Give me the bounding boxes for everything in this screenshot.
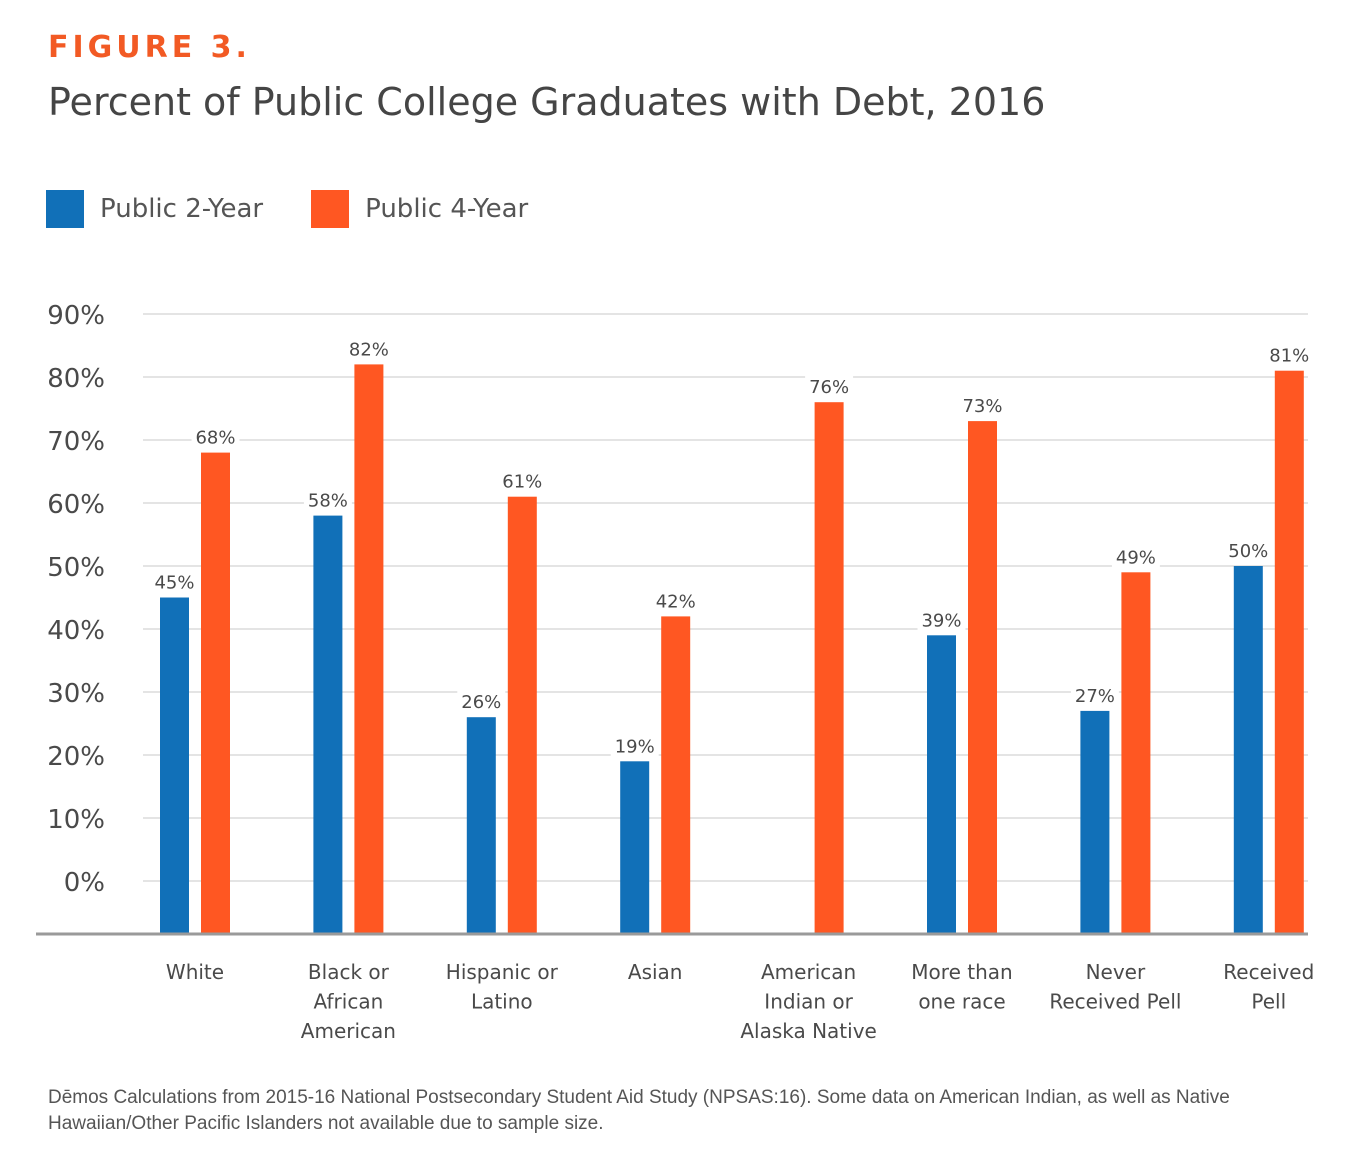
data-label: 27% <box>1075 686 1115 707</box>
data-label-background <box>457 690 506 713</box>
data-label-background <box>917 608 966 631</box>
bar <box>466 717 496 933</box>
data-label: 42% <box>656 591 696 612</box>
y-tick-label: 40% <box>47 616 105 646</box>
bar <box>1121 572 1151 933</box>
data-label-background <box>1224 539 1273 561</box>
bar <box>160 597 189 933</box>
bar <box>1274 370 1304 933</box>
bar <box>620 761 650 933</box>
x-tick-label: Alaska Native <box>740 1019 877 1043</box>
data-label-background <box>958 394 1007 417</box>
data-label: 45% <box>154 573 194 594</box>
bar <box>1080 710 1110 933</box>
legend-label-public-2-year: Public 2-Year <box>100 194 264 224</box>
bar <box>507 496 537 933</box>
x-tick-label: Pell <box>1251 990 1286 1014</box>
y-tick-label: 80% <box>47 364 105 394</box>
x-tick-label: one race <box>918 990 1005 1014</box>
y-tick-label: 70% <box>47 427 105 457</box>
data-label: 61% <box>502 472 542 493</box>
legend-swatch-public-4-year <box>311 190 350 228</box>
data-label: 76% <box>809 377 849 398</box>
x-tick-label: Indian or <box>764 990 853 1014</box>
bar <box>1233 566 1263 933</box>
y-tick-label: 20% <box>47 742 105 772</box>
y-tick-label: 60% <box>47 490 105 520</box>
legend-item-public-4-year: Public 4-Year <box>311 190 528 228</box>
y-tick-label: 30% <box>47 679 105 709</box>
data-label-background <box>610 734 659 757</box>
y-tick-label: 0% <box>64 868 105 898</box>
data-label-background <box>150 570 199 593</box>
bar <box>313 515 343 933</box>
data-label: 26% <box>461 692 501 713</box>
data-label: 50% <box>1228 541 1268 562</box>
x-tick-label: American <box>301 1019 396 1043</box>
y-tick-label: 50% <box>47 553 105 583</box>
legend-item-public-2-year: Public 2-Year <box>46 190 263 228</box>
y-tick-label: 90% <box>47 301 105 331</box>
data-label: 58% <box>308 491 348 512</box>
bar <box>201 452 230 933</box>
data-label-background <box>1111 545 1160 568</box>
source-note: Dēmos Calculations from 2015-16 National… <box>48 1087 1230 1134</box>
data-label-background <box>191 425 240 448</box>
bar <box>814 402 844 933</box>
chart-title: Percent of Public College Graduates with… <box>48 80 1046 124</box>
figure-label: FIGURE 3. <box>48 30 251 65</box>
data-label: 19% <box>615 736 655 757</box>
data-label-background <box>344 337 393 360</box>
bar-chart: 0% 10% 20% 30% 40% 50% 60% 70% 80% 90% 45% 68% White… <box>36 301 1314 1043</box>
legend: Public 2-Year Public 4-Year <box>46 190 576 228</box>
legend-label-public-4-year: Public 4-Year <box>365 194 529 224</box>
data-label-background <box>805 375 854 398</box>
data-label-background <box>498 469 547 492</box>
x-tick-label: White <box>166 960 224 984</box>
data-label-background <box>1265 343 1314 366</box>
x-tick-label: Latino <box>471 990 533 1014</box>
y-tick-label: 10% <box>47 805 105 835</box>
data-label: 68% <box>195 428 235 449</box>
data-label-background <box>1070 683 1119 706</box>
data-label: 39% <box>921 610 961 631</box>
x-tick-label: Black or <box>308 960 390 984</box>
x-tick-label: Never <box>1086 960 1146 984</box>
bar <box>968 421 997 933</box>
x-tick-label: Received <box>1223 960 1314 984</box>
x-tick-label: African <box>314 990 384 1014</box>
data-label-background <box>303 488 352 511</box>
data-label: 81% <box>1269 346 1309 367</box>
data-label: 82% <box>349 339 389 360</box>
data-label: 73% <box>962 396 1002 417</box>
bar <box>927 635 956 933</box>
legend-swatch-public-2-year <box>46 190 84 228</box>
x-tick-label: Hispanic or <box>446 960 559 984</box>
bar <box>354 364 384 933</box>
x-tick-label: Asian <box>628 960 683 984</box>
x-tick-label: American <box>761 960 856 984</box>
data-label-background <box>651 589 700 612</box>
x-tick-label: Received Pell <box>1049 990 1181 1014</box>
data-label: 49% <box>1116 547 1156 568</box>
bar <box>661 616 691 933</box>
x-tick-label: More than <box>911 960 1012 984</box>
